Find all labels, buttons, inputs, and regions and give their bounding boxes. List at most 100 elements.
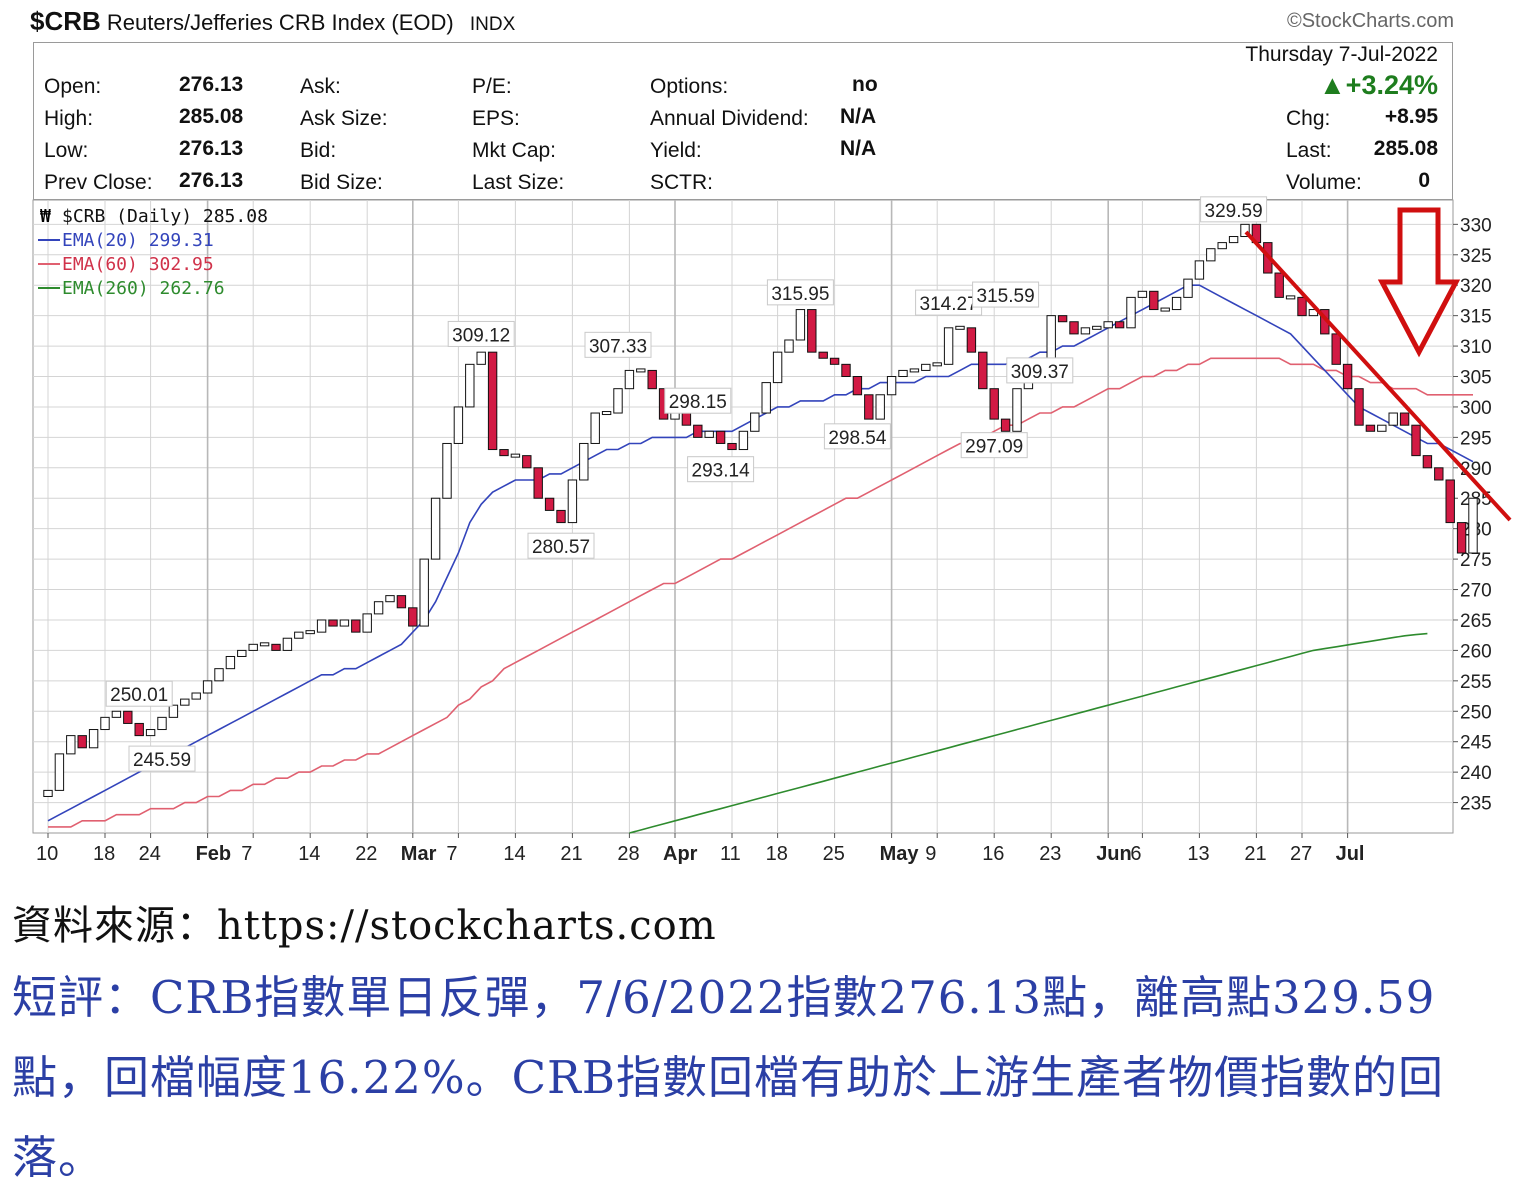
price-bar	[351, 619, 361, 633]
price-bar	[1331, 333, 1341, 365]
price-label: 315.59	[977, 286, 1035, 307]
price-bar	[579, 442, 589, 481]
price-bar	[989, 388, 999, 420]
x-tick-label: Jul	[1336, 843, 1365, 865]
x-tick-label: 16	[982, 843, 1004, 865]
price-bar	[180, 698, 190, 706]
price-label-box	[960, 432, 1028, 459]
price-bar	[385, 595, 395, 603]
y-tick-label: 260	[1460, 641, 1492, 662]
price-bar	[613, 388, 623, 414]
price-label-box	[584, 331, 652, 358]
price-bar	[1228, 236, 1239, 244]
price-bar	[510, 453, 521, 458]
price-bar	[1194, 260, 1205, 280]
up-arrow-icon: ▲	[1318, 70, 1346, 100]
price-bar	[225, 655, 236, 670]
price-bar	[738, 430, 749, 451]
ema260-line	[629, 632, 1428, 834]
price-bar	[373, 601, 384, 615]
price-bar	[282, 637, 293, 651]
price-bar	[1171, 296, 1182, 311]
price-bar	[1468, 497, 1478, 554]
price-label: 314.27	[920, 294, 978, 315]
ema20-line	[47, 284, 1474, 822]
price-bar	[111, 710, 122, 718]
price-labels: 250.01 245.59 309.12 280.57 307.33 298.15 293.…	[105, 196, 1268, 772]
price-bar	[442, 442, 452, 499]
price-label-box	[447, 320, 515, 347]
price-bar	[841, 363, 851, 378]
price-label: 298.15	[669, 392, 727, 413]
price-bar	[978, 351, 988, 390]
price-bar	[419, 558, 429, 627]
price-bar	[1080, 327, 1091, 335]
price-bar	[1365, 424, 1376, 432]
price-bar	[430, 497, 441, 560]
quote-date: Thursday 7-Jul-2022	[1245, 43, 1438, 66]
price-bar	[123, 710, 133, 724]
price-bar	[248, 643, 258, 651]
y-tick-label: 305	[1460, 368, 1492, 389]
price-bar	[487, 351, 498, 451]
price-bar	[1434, 467, 1444, 481]
y-tick-label: 300	[1460, 398, 1492, 419]
price-bar	[966, 327, 977, 353]
price-bar	[829, 357, 840, 365]
price-label: 297.09	[965, 437, 1023, 458]
volume-label: Volume:	[1286, 171, 1362, 194]
price-bar	[1342, 363, 1353, 390]
price-bar	[1445, 479, 1455, 524]
price-bar	[1240, 223, 1250, 238]
price-bar	[727, 442, 737, 451]
price-bar	[396, 595, 407, 609]
price-chart: 2352402452502552602652702752802852902953…	[32, 196, 1512, 865]
x-tick-label: 21	[1244, 843, 1266, 865]
annual-dividend-label: Annual Dividend:	[650, 107, 809, 130]
price-bar	[647, 369, 657, 390]
comment-text: 短評：CRB指數單日反彈，7/6/2022指數276.13點，離高點329.59…	[12, 971, 1444, 1184]
x-tick-label: Mar	[401, 843, 437, 865]
downtrend-line	[1244, 230, 1512, 522]
price-bar	[328, 619, 338, 627]
price-bar	[750, 412, 760, 432]
eps-label: EPS:	[472, 107, 520, 130]
price-bar	[567, 479, 578, 524]
y-tick-label: 330	[1460, 215, 1492, 236]
price-bar	[909, 368, 920, 373]
price-bar	[1285, 295, 1296, 300]
ask-label: Ask:	[300, 75, 341, 98]
price-bar	[1057, 315, 1068, 323]
x-tick-label: 9	[925, 843, 936, 865]
price-bar	[1217, 242, 1227, 250]
change-percent: ▲+3.24%	[1319, 70, 1438, 101]
price-bar	[453, 406, 464, 444]
legend-ema60: EMA(60) 302.95	[62, 254, 214, 275]
price-label-box	[105, 680, 173, 707]
copyright-label: ©StockCharts.com	[1286, 10, 1454, 32]
symbol-label: $CRB	[30, 6, 101, 36]
price-label: 309.37	[1011, 362, 1069, 383]
high-value: 285.08	[179, 105, 244, 128]
legend-main-icon: ₩	[40, 206, 51, 227]
x-tick-label: 22	[355, 843, 377, 865]
high-label: High:	[44, 107, 94, 130]
price-bar	[533, 467, 543, 499]
x-tick-label: 7	[446, 843, 457, 865]
prev-close-label: Prev Close:	[44, 171, 153, 194]
x-tick-label: Apr	[663, 843, 698, 865]
x-tick-label: 23	[1039, 843, 1061, 865]
open-value: 276.13	[179, 73, 244, 96]
price-label-box	[823, 423, 891, 450]
price-bar	[807, 309, 817, 353]
price-bar	[499, 449, 509, 457]
price-label: 315.95	[771, 284, 829, 305]
price-bar	[362, 613, 372, 633]
price-label: 293.14	[692, 461, 751, 482]
price-bar	[1388, 412, 1398, 426]
price-bar	[1012, 388, 1022, 432]
price-bar	[1377, 424, 1387, 432]
prev-close-value: 276.13	[179, 169, 244, 192]
price-label: 245.59	[133, 750, 191, 771]
price-bar	[77, 735, 87, 749]
